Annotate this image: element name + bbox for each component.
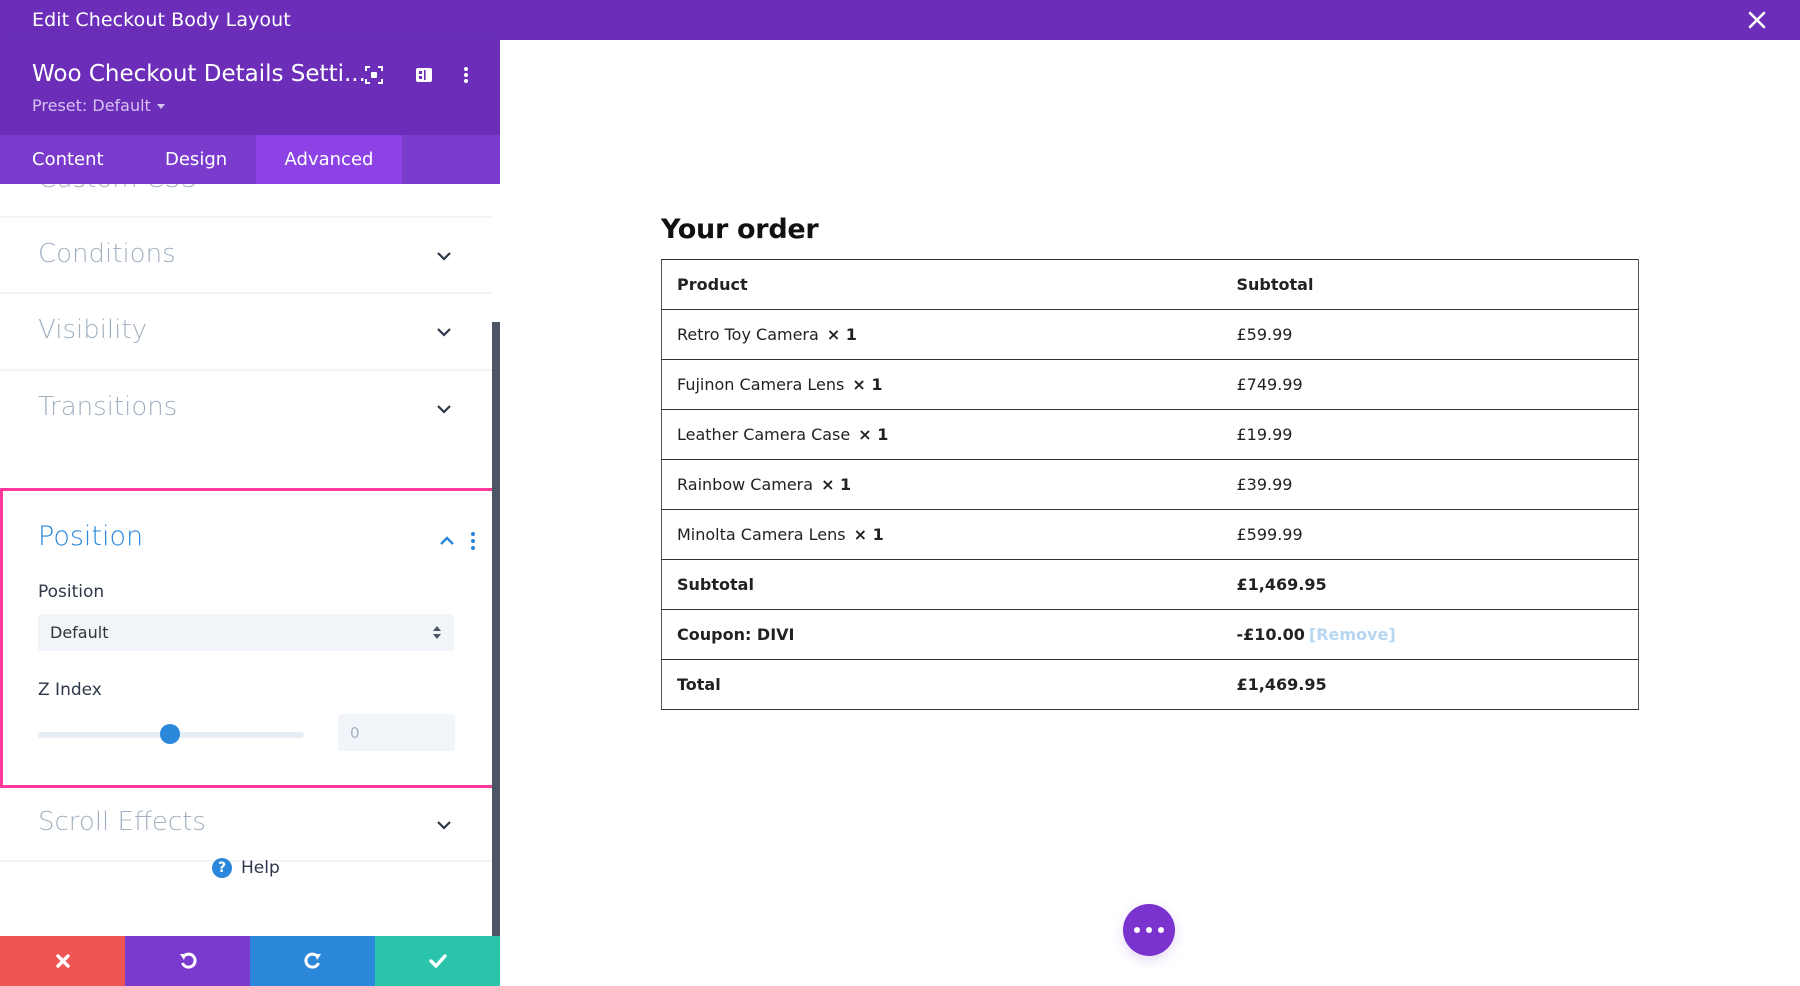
coupon-value: -£10.00: [1236, 625, 1305, 644]
table-row: Fujinon Camera Lens × 1 £749.99: [661, 359, 1639, 410]
coupon-label: Coupon: DIVI: [661, 609, 1222, 660]
table-header-row: Product Subtotal: [661, 259, 1639, 310]
section-visibility[interactable]: Visibility: [0, 294, 492, 371]
order-table: Product Subtotal Retro Toy Camera × 1 £59…: [661, 259, 1639, 710]
tab-content[interactable]: Content: [32, 149, 104, 170]
price-cell: £599.99: [1221, 509, 1639, 560]
section-scroll-effects[interactable]: Scroll Effects: [0, 788, 492, 862]
product-cell: Leather Camera Case × 1: [661, 409, 1222, 460]
product-name: Rainbow Camera: [677, 475, 814, 494]
product-quantity: × 1: [852, 375, 883, 394]
undo-icon: [179, 952, 197, 969]
window-title-bar: Edit Checkout Body Layout: [0, 0, 1800, 40]
dot-icon: [1158, 927, 1164, 933]
module-title: Woo Checkout Details Setti...: [32, 61, 366, 87]
chevron-down-icon: [437, 252, 451, 261]
settings-scroll-area: Custom CSS Conditions Visibility Transit…: [0, 164, 496, 936]
section-conditions[interactable]: Conditions: [0, 218, 492, 294]
save-button[interactable]: [375, 936, 500, 986]
total-label: Total: [661, 659, 1222, 710]
product-name: Leather Camera Case: [677, 425, 851, 444]
preset-label: Preset: Default: [32, 96, 151, 115]
dot-icon: [1146, 927, 1152, 933]
help-link[interactable]: ? Help: [212, 858, 280, 878]
product-cell: Rainbow Camera × 1: [661, 459, 1222, 510]
section-label: Visibility: [38, 315, 147, 345]
section-position: Position Position Default Z Index: [0, 488, 496, 788]
help-icon: ?: [212, 858, 232, 878]
position-select-value: Default: [50, 623, 109, 642]
price-cell: £19.99: [1221, 409, 1639, 460]
total-row: Total £1,469.95: [661, 659, 1639, 710]
section-label: Transitions: [38, 392, 178, 422]
close-icon: [55, 954, 70, 968]
chevron-up-icon[interactable]: [439, 536, 455, 546]
product-name: Minolta Camera Lens: [677, 525, 846, 544]
section-transitions[interactable]: Transitions: [0, 371, 492, 488]
split-view-icon[interactable]: [413, 64, 435, 86]
price-cell: £39.99: [1221, 459, 1639, 510]
product-cell: Minolta Camera Lens × 1: [661, 509, 1222, 560]
undo-button[interactable]: [125, 936, 250, 986]
subtotal-value: £1,469.95: [1221, 559, 1639, 610]
table-row: Minolta Camera Lens × 1 £599.99: [661, 509, 1639, 560]
check-icon: [428, 954, 447, 968]
more-vertical-icon[interactable]: [455, 64, 477, 86]
position-select[interactable]: Default: [38, 614, 454, 651]
window-title: Edit Checkout Body Layout: [32, 9, 291, 31]
product-cell: Retro Toy Camera × 1: [661, 309, 1222, 360]
table-row: Retro Toy Camera × 1 £59.99: [661, 309, 1639, 360]
section-title[interactable]: Position: [38, 521, 144, 552]
tab-bar: Content Design Advanced: [0, 135, 500, 184]
product-name: Fujinon Camera Lens: [677, 375, 845, 394]
help-label: Help: [241, 858, 280, 878]
position-field-label: Position: [38, 582, 105, 602]
section-label: Scroll Effects: [38, 807, 206, 837]
product-cell: Fujinon Camera Lens × 1: [661, 359, 1222, 410]
product-quantity: × 1: [853, 525, 884, 544]
tab-advanced[interactable]: Advanced: [256, 135, 402, 184]
subtotal-row: Subtotal £1,469.95: [661, 559, 1639, 610]
table-row: Leather Camera Case × 1 £19.99: [661, 409, 1639, 460]
more-vertical-icon[interactable]: [470, 531, 476, 551]
chevron-down-icon: [437, 821, 451, 830]
chevron-down-icon: [437, 405, 451, 414]
page-settings-button[interactable]: [1123, 904, 1175, 956]
zindex-slider-handle[interactable]: [160, 724, 180, 744]
product-name: Retro Toy Camera: [677, 325, 819, 344]
product-quantity: × 1: [858, 425, 889, 444]
redo-button[interactable]: [250, 936, 375, 986]
zindex-field-label: Z Index: [38, 680, 102, 700]
total-value: £1,469.95: [1221, 659, 1639, 710]
action-bar: [0, 936, 500, 986]
chevron-down-icon: [437, 328, 451, 337]
discard-button[interactable]: [0, 936, 125, 986]
remove-coupon-link[interactable]: [Remove]: [1308, 625, 1396, 644]
price-cell: £59.99: [1221, 309, 1639, 360]
price-cell: £749.99: [1221, 359, 1639, 410]
select-arrows-icon: [433, 626, 441, 639]
subtotal-label: Subtotal: [661, 559, 1222, 610]
close-icon[interactable]: [1744, 7, 1770, 33]
coupon-cell: -£10.00 [Remove]: [1221, 609, 1639, 660]
fullscreen-icon[interactable]: [363, 64, 385, 86]
tab-design[interactable]: Design: [165, 149, 228, 170]
table-row: Rainbow Camera × 1 £39.99: [661, 459, 1639, 510]
redo-icon: [303, 952, 321, 969]
dot-icon: [1134, 927, 1140, 933]
product-quantity: × 1: [821, 475, 852, 494]
caret-down-icon: [156, 104, 165, 109]
settings-panel: Woo Checkout Details Setti... Preset: De…: [0, 40, 500, 986]
column-header-product: Product: [661, 259, 1222, 310]
preset-dropdown[interactable]: Preset: Default: [32, 96, 165, 115]
module-header: Woo Checkout Details Setti... Preset: De…: [0, 40, 500, 135]
order-title: Your order: [661, 214, 819, 245]
product-quantity: × 1: [826, 325, 857, 344]
section-label: Conditions: [38, 239, 176, 269]
column-header-subtotal: Subtotal: [1221, 259, 1639, 310]
coupon-row: Coupon: DIVI -£10.00 [Remove]: [661, 609, 1639, 660]
zindex-input[interactable]: [338, 714, 455, 751]
panel-scrollbar[interactable]: [492, 322, 500, 976]
